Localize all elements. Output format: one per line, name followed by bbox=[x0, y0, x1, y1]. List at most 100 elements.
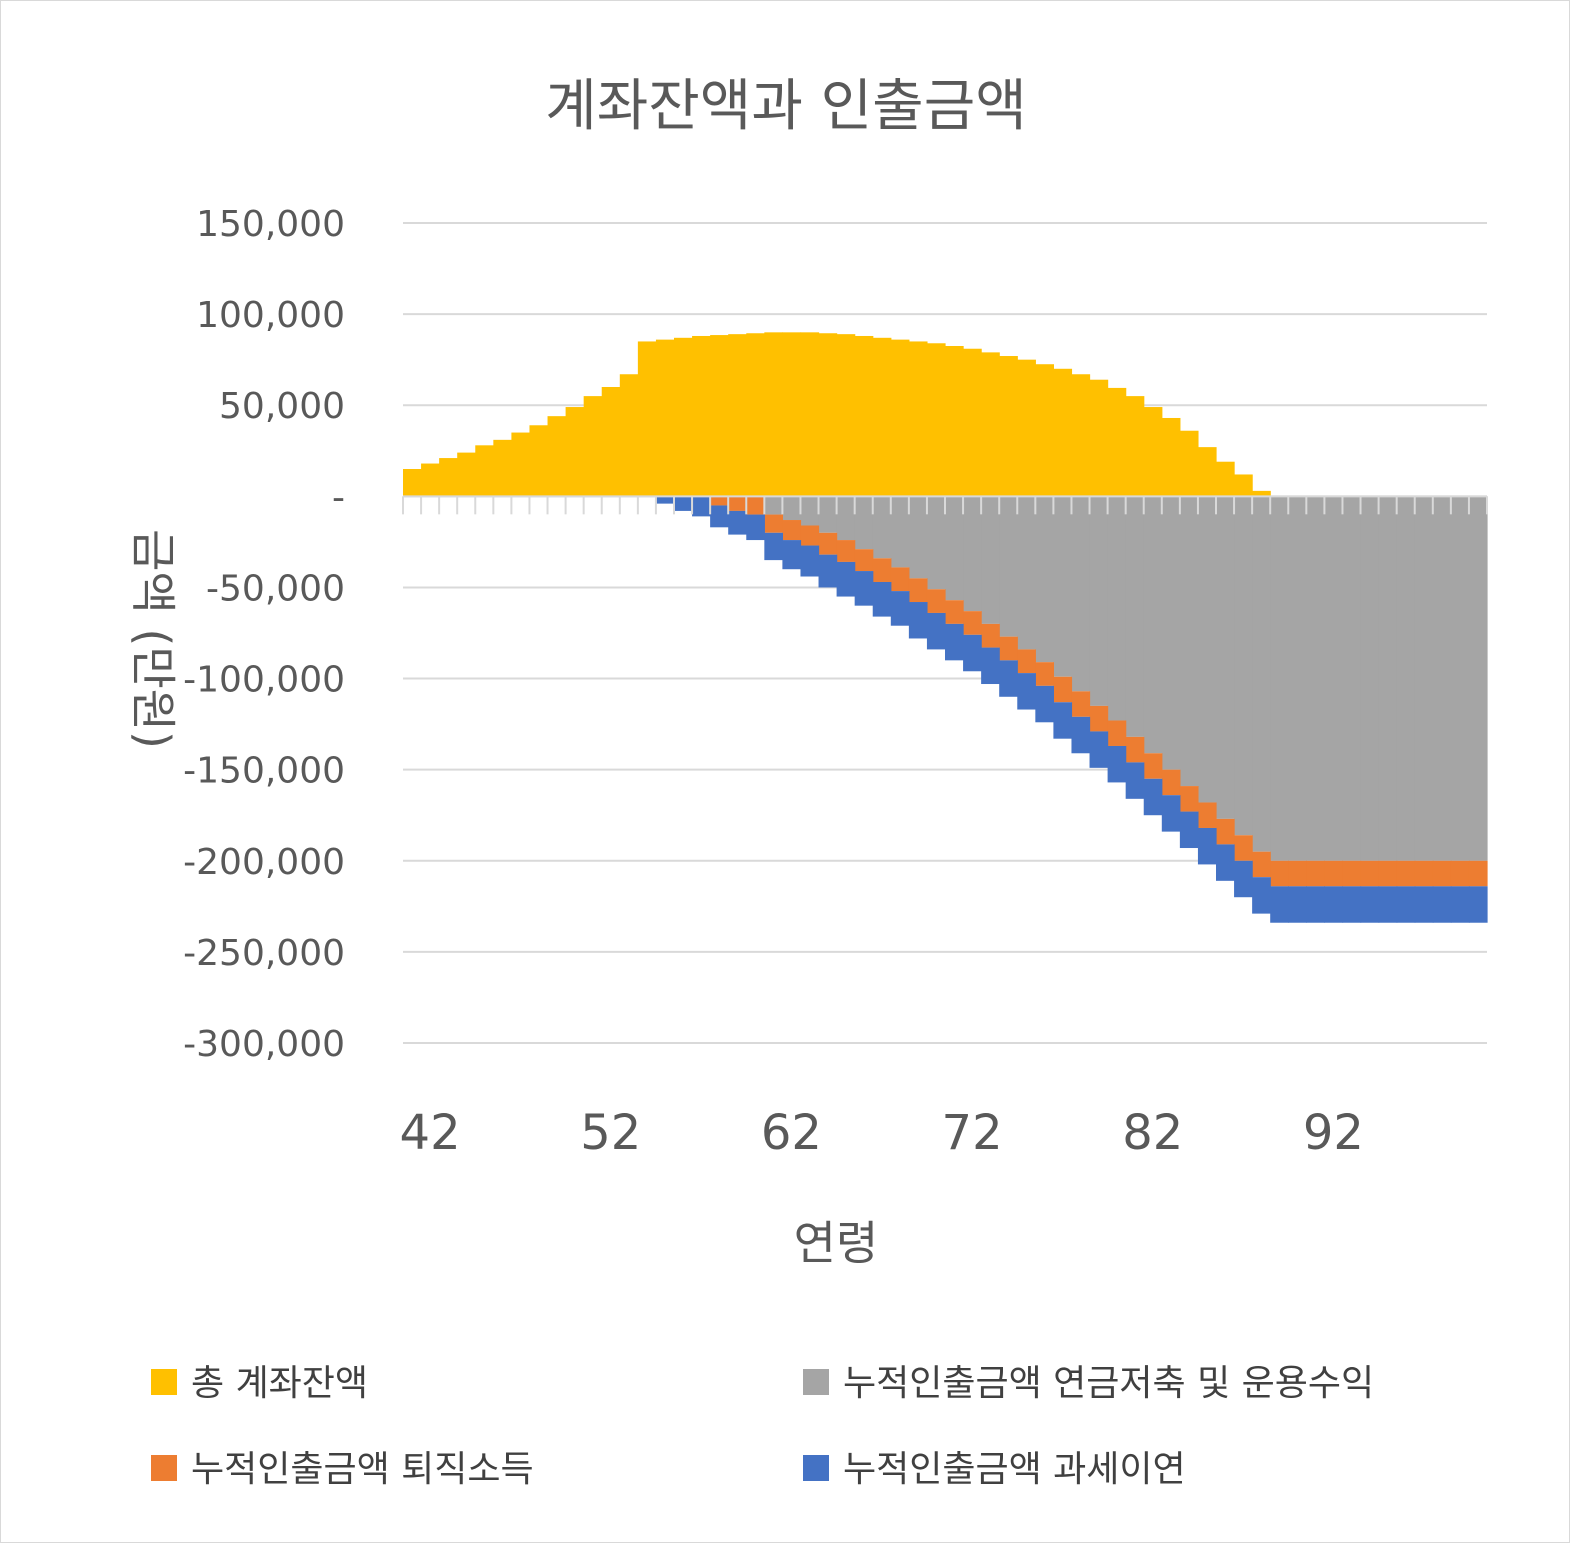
bar bbox=[1089, 705, 1109, 732]
bar bbox=[1288, 496, 1307, 861]
bar bbox=[782, 496, 802, 521]
bar bbox=[1161, 795, 1181, 832]
bar bbox=[963, 496, 982, 612]
bar bbox=[1288, 860, 1307, 887]
bar bbox=[1270, 886, 1289, 923]
bar bbox=[999, 636, 1018, 661]
bar bbox=[1071, 716, 1091, 754]
bar bbox=[1197, 827, 1217, 865]
bar bbox=[1360, 860, 1380, 887]
bar bbox=[945, 346, 964, 497]
legend-item: 총 계좌잔액 bbox=[151, 1363, 368, 1404]
bar bbox=[872, 558, 892, 582]
bar bbox=[1270, 860, 1289, 887]
bar bbox=[782, 332, 802, 497]
legend-label: 총 계좌잔액 bbox=[191, 1363, 368, 1404]
legend-swatch bbox=[151, 1369, 177, 1395]
legend-label: 누적인출금액 연금저축 및 운용수익 bbox=[843, 1363, 1374, 1404]
bar bbox=[674, 496, 693, 511]
bar bbox=[1179, 811, 1199, 849]
bar bbox=[619, 374, 639, 497]
bar bbox=[601, 387, 621, 497]
bar bbox=[999, 356, 1018, 497]
bar bbox=[890, 339, 910, 497]
bar bbox=[926, 612, 946, 650]
bar bbox=[1216, 818, 1235, 845]
bar bbox=[854, 335, 874, 497]
bar bbox=[457, 452, 476, 497]
bar bbox=[1197, 496, 1217, 803]
bar bbox=[1396, 860, 1416, 887]
x-tick-label: 42 bbox=[400, 1105, 461, 1161]
bar bbox=[818, 532, 838, 555]
bar bbox=[800, 545, 820, 577]
bar bbox=[1360, 886, 1380, 923]
bar bbox=[1342, 860, 1362, 887]
x-tick-label: 82 bbox=[1122, 1105, 1183, 1161]
bar bbox=[818, 496, 838, 533]
bar bbox=[890, 591, 910, 626]
bar bbox=[1125, 736, 1145, 763]
bar bbox=[1161, 769, 1181, 796]
bar bbox=[926, 496, 946, 590]
bar bbox=[818, 554, 838, 588]
bar bbox=[1216, 496, 1235, 819]
bar bbox=[1252, 490, 1271, 497]
bar bbox=[403, 469, 422, 497]
bar bbox=[764, 532, 783, 561]
bar bbox=[1450, 496, 1470, 861]
bar bbox=[1378, 496, 1398, 861]
bar bbox=[1306, 496, 1325, 861]
bar bbox=[655, 339, 675, 497]
bar bbox=[764, 332, 783, 497]
bar bbox=[1468, 496, 1488, 861]
bar bbox=[710, 505, 729, 528]
bar bbox=[818, 333, 838, 497]
bar bbox=[547, 416, 567, 497]
bar bbox=[1071, 496, 1091, 692]
y-tick-label: -300,000 bbox=[183, 1024, 345, 1065]
bar bbox=[1017, 496, 1036, 650]
x-tick-label: 72 bbox=[942, 1105, 1003, 1161]
y-axis-label: 금액 (만원) bbox=[126, 529, 180, 749]
bar bbox=[1252, 851, 1271, 878]
bar bbox=[1071, 374, 1091, 497]
bar bbox=[1324, 860, 1344, 887]
bar bbox=[1216, 461, 1235, 497]
bar bbox=[1234, 835, 1253, 861]
bar bbox=[728, 334, 747, 497]
legend-item: 누적인출금액 퇴직소득 bbox=[151, 1449, 534, 1490]
bar bbox=[926, 589, 946, 613]
bar bbox=[1125, 396, 1145, 497]
bar bbox=[1035, 496, 1054, 663]
bar bbox=[692, 496, 711, 517]
bar bbox=[1432, 496, 1452, 861]
bar bbox=[1378, 860, 1398, 887]
bar bbox=[1414, 860, 1434, 887]
bar bbox=[439, 458, 458, 497]
bar bbox=[890, 567, 910, 592]
bar bbox=[908, 578, 928, 603]
bar bbox=[1017, 359, 1036, 497]
bar bbox=[963, 634, 982, 672]
bar bbox=[1288, 886, 1307, 923]
bar bbox=[1125, 762, 1145, 799]
bar bbox=[999, 496, 1018, 637]
bar bbox=[1396, 886, 1416, 923]
legend-swatch bbox=[151, 1455, 177, 1481]
bar bbox=[1143, 496, 1163, 754]
bar bbox=[872, 581, 892, 617]
y-tick-label: -100,000 bbox=[183, 660, 345, 701]
bar bbox=[493, 439, 512, 497]
bar bbox=[1378, 886, 1398, 923]
bar bbox=[692, 335, 711, 497]
bar bbox=[1071, 691, 1091, 717]
y-tick-label: -250,000 bbox=[183, 933, 345, 974]
chart-title: 계좌잔액과 인출금액 bbox=[545, 74, 1026, 139]
bar bbox=[764, 496, 783, 515]
bar bbox=[800, 496, 820, 526]
bar bbox=[1468, 860, 1488, 887]
bar bbox=[1089, 496, 1109, 706]
bar bbox=[1324, 886, 1344, 923]
